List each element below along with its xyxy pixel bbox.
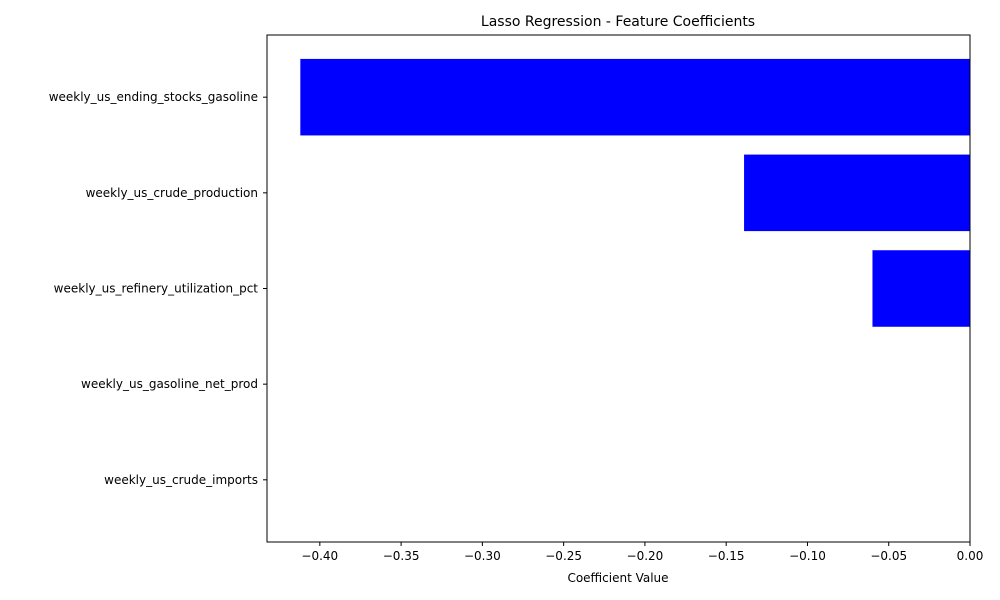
x-tick-label: −0.35: [383, 549, 420, 563]
x-axis-ticks: −0.40 −0.35 −0.30 −0.25 −0.20 −0.15 −0.10 −0.05…: [301, 542, 983, 563]
x-tick-label: −0.15: [708, 549, 745, 563]
x-tick-label: −0.25: [545, 549, 582, 563]
y-axis-ticks: weekly_us_ending_stocks_gasoline weekly_u…: [49, 90, 267, 487]
x-tick-label: −0.20: [627, 549, 664, 563]
chart-title: Lasso Regression - Feature Coefficients: [481, 14, 755, 30]
x-tick-label: −0.30: [464, 549, 501, 563]
x-tick-label: −0.05: [870, 549, 907, 563]
x-tick-label: 0.00: [957, 549, 984, 563]
y-tick-label: weekly_us_crude_production: [86, 186, 258, 200]
x-tick-label: −0.40: [301, 549, 338, 563]
y-tick-label: weekly_us_crude_imports: [104, 473, 258, 487]
bars-group: [300, 58, 970, 327]
x-axis-label: Coefficient Value: [567, 571, 668, 585]
bar-weekly_us_crude_production: [744, 154, 970, 232]
bar-weekly_us_refinery_utilization_pct: [872, 250, 970, 327]
plot-frame: [266, 34, 971, 543]
y-tick-label: weekly_us_refinery_utilization_pct: [54, 282, 259, 296]
y-tick-label: weekly_us_ending_stocks_gasoline: [49, 90, 258, 104]
bar-weekly_us_ending_stocks_gasoline: [300, 58, 970, 136]
x-tick-label: −0.10: [789, 549, 826, 563]
y-tick-label: weekly_us_gasoline_net_prod: [81, 377, 258, 391]
